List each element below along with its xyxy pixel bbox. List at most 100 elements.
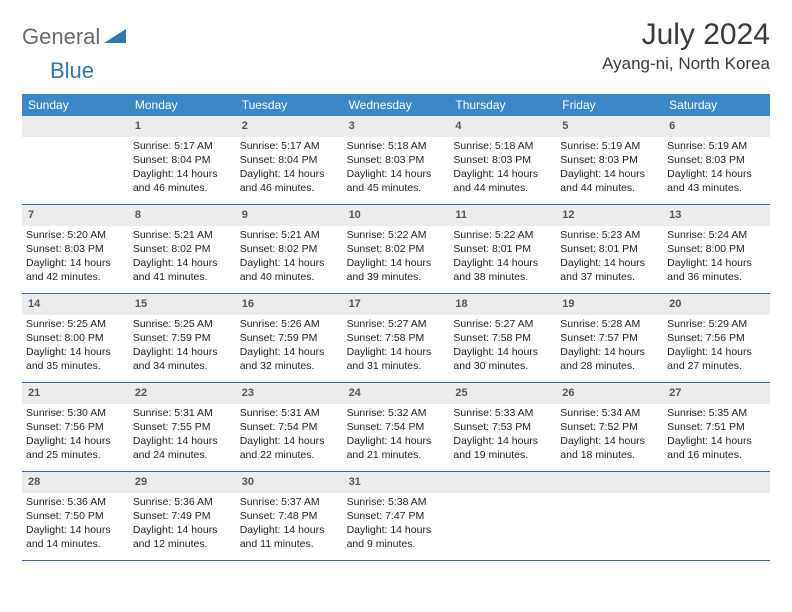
cell-line: Sunset: 7:58 PM [453,331,552,345]
cell-line: Daylight: 14 hours and 11 minutes. [240,523,339,551]
day-header-cell: Monday [129,94,236,116]
logo: General [22,24,128,50]
cell-line: Sunset: 8:02 PM [240,242,339,256]
cell-line: Sunset: 7:53 PM [453,420,552,434]
calendar-cell: 1Sunrise: 5:17 AMSunset: 8:04 PMDaylight… [129,116,236,204]
cell-line: Sunrise: 5:24 AM [667,228,766,242]
cell-line: Sunset: 8:03 PM [667,153,766,167]
cell-date: 20 [663,294,770,315]
cell-date: 5 [556,116,663,137]
calendar-cell: 23Sunrise: 5:31 AMSunset: 7:54 PMDayligh… [236,383,343,471]
cell-date [663,472,770,493]
cell-line: Sunset: 8:00 PM [667,242,766,256]
calendar-week-row: 1Sunrise: 5:17 AMSunset: 8:04 PMDaylight… [22,116,770,205]
cell-line: Sunrise: 5:30 AM [26,406,125,420]
calendar-cell: 8Sunrise: 5:21 AMSunset: 8:02 PMDaylight… [129,205,236,293]
cell-body: Sunrise: 5:21 AMSunset: 8:02 PMDaylight:… [236,226,343,291]
day-header-cell: Thursday [449,94,556,116]
calendar-cell: 4Sunrise: 5:18 AMSunset: 8:03 PMDaylight… [449,116,556,204]
calendar-week-row: 7Sunrise: 5:20 AMSunset: 8:03 PMDaylight… [22,205,770,294]
cell-body: Sunrise: 5:27 AMSunset: 7:58 PMDaylight:… [449,315,556,380]
cell-line: Sunrise: 5:19 AM [560,139,659,153]
day-header-row: SundayMondayTuesdayWednesdayThursdayFrid… [22,94,770,116]
calendar-cell: 3Sunrise: 5:18 AMSunset: 8:03 PMDaylight… [343,116,450,204]
cell-body: Sunrise: 5:27 AMSunset: 7:58 PMDaylight:… [343,315,450,380]
cell-line: Daylight: 14 hours and 34 minutes. [133,345,232,373]
cell-body: Sunrise: 5:31 AMSunset: 7:54 PMDaylight:… [236,404,343,469]
cell-body: Sunrise: 5:20 AMSunset: 8:03 PMDaylight:… [22,226,129,291]
cell-line: Daylight: 14 hours and 22 minutes. [240,434,339,462]
cell-line: Sunset: 7:52 PM [560,420,659,434]
cell-line: Daylight: 14 hours and 35 minutes. [26,345,125,373]
cell-date [449,472,556,493]
cell-line: Sunrise: 5:34 AM [560,406,659,420]
cell-line: Sunrise: 5:27 AM [453,317,552,331]
cell-line: Daylight: 14 hours and 18 minutes. [560,434,659,462]
cell-line: Sunset: 7:59 PM [240,331,339,345]
cell-line: Daylight: 14 hours and 40 minutes. [240,256,339,284]
cell-line: Sunrise: 5:17 AM [133,139,232,153]
cell-line: Sunset: 7:57 PM [560,331,659,345]
calendar-cell [22,116,129,204]
calendar-cell: 19Sunrise: 5:28 AMSunset: 7:57 PMDayligh… [556,294,663,382]
cell-line: Daylight: 14 hours and 28 minutes. [560,345,659,373]
cell-body: Sunrise: 5:34 AMSunset: 7:52 PMDaylight:… [556,404,663,469]
cell-body: Sunrise: 5:26 AMSunset: 7:59 PMDaylight:… [236,315,343,380]
calendar-cell: 2Sunrise: 5:17 AMSunset: 8:04 PMDaylight… [236,116,343,204]
cell-date: 1 [129,116,236,137]
cell-line: Daylight: 14 hours and 39 minutes. [347,256,446,284]
calendar-cell: 26Sunrise: 5:34 AMSunset: 7:52 PMDayligh… [556,383,663,471]
cell-line: Sunrise: 5:35 AM [667,406,766,420]
calendar-weeks: 1Sunrise: 5:17 AMSunset: 8:04 PMDaylight… [22,116,770,561]
cell-date: 6 [663,116,770,137]
cell-date: 10 [343,205,450,226]
day-header-cell: Sunday [22,94,129,116]
logo-text-general: General [22,24,100,50]
cell-line: Sunset: 7:48 PM [240,509,339,523]
cell-date: 12 [556,205,663,226]
cell-date: 30 [236,472,343,493]
cell-date: 26 [556,383,663,404]
cell-body: Sunrise: 5:32 AMSunset: 7:54 PMDaylight:… [343,404,450,469]
cell-line: Sunset: 7:59 PM [133,331,232,345]
cell-body: Sunrise: 5:19 AMSunset: 8:03 PMDaylight:… [663,137,770,202]
cell-line: Daylight: 14 hours and 32 minutes. [240,345,339,373]
calendar: SundayMondayTuesdayWednesdayThursdayFrid… [22,94,770,561]
cell-date: 27 [663,383,770,404]
cell-date [556,472,663,493]
cell-date: 19 [556,294,663,315]
cell-date: 23 [236,383,343,404]
location: Ayang-ni, North Korea [602,54,770,74]
title-block: July 2024 Ayang-ni, North Korea [602,18,770,74]
cell-line: Daylight: 14 hours and 21 minutes. [347,434,446,462]
cell-body: Sunrise: 5:33 AMSunset: 7:53 PMDaylight:… [449,404,556,469]
cell-line: Sunrise: 5:21 AM [240,228,339,242]
cell-body: Sunrise: 5:23 AMSunset: 8:01 PMDaylight:… [556,226,663,291]
calendar-cell: 18Sunrise: 5:27 AMSunset: 7:58 PMDayligh… [449,294,556,382]
calendar-cell: 21Sunrise: 5:30 AMSunset: 7:56 PMDayligh… [22,383,129,471]
cell-date: 7 [22,205,129,226]
cell-body: Sunrise: 5:22 AMSunset: 8:02 PMDaylight:… [343,226,450,291]
cell-line: Sunset: 8:03 PM [347,153,446,167]
logo-triangle-icon [104,27,126,48]
cell-line: Sunset: 7:54 PM [240,420,339,434]
calendar-cell: 25Sunrise: 5:33 AMSunset: 7:53 PMDayligh… [449,383,556,471]
cell-line: Sunset: 8:00 PM [26,331,125,345]
calendar-cell: 6Sunrise: 5:19 AMSunset: 8:03 PMDaylight… [663,116,770,204]
day-header-cell: Wednesday [343,94,450,116]
day-header-cell: Saturday [663,94,770,116]
cell-line: Sunset: 7:56 PM [667,331,766,345]
cell-date: 15 [129,294,236,315]
cell-line: Sunrise: 5:18 AM [453,139,552,153]
day-header-cell: Tuesday [236,94,343,116]
calendar-cell: 9Sunrise: 5:21 AMSunset: 8:02 PMDaylight… [236,205,343,293]
cell-body [449,493,556,501]
cell-line: Sunrise: 5:33 AM [453,406,552,420]
calendar-cell: 24Sunrise: 5:32 AMSunset: 7:54 PMDayligh… [343,383,450,471]
cell-body: Sunrise: 5:37 AMSunset: 7:48 PMDaylight:… [236,493,343,558]
calendar-cell: 12Sunrise: 5:23 AMSunset: 8:01 PMDayligh… [556,205,663,293]
cell-line: Sunrise: 5:31 AM [133,406,232,420]
cell-line: Sunrise: 5:22 AM [453,228,552,242]
month-year: July 2024 [602,18,770,52]
cell-line: Daylight: 14 hours and 25 minutes. [26,434,125,462]
